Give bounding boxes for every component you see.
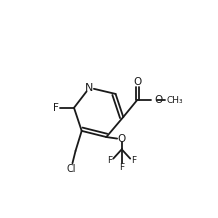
Text: CH₃: CH₃ xyxy=(166,95,183,105)
Text: F: F xyxy=(119,163,124,172)
Text: O: O xyxy=(154,95,162,105)
Text: F: F xyxy=(131,156,136,165)
Text: N: N xyxy=(85,83,94,93)
Text: O: O xyxy=(118,134,126,144)
Text: F: F xyxy=(53,103,58,113)
Text: O: O xyxy=(133,77,141,87)
Text: F: F xyxy=(108,156,113,165)
Text: Cl: Cl xyxy=(66,164,76,174)
